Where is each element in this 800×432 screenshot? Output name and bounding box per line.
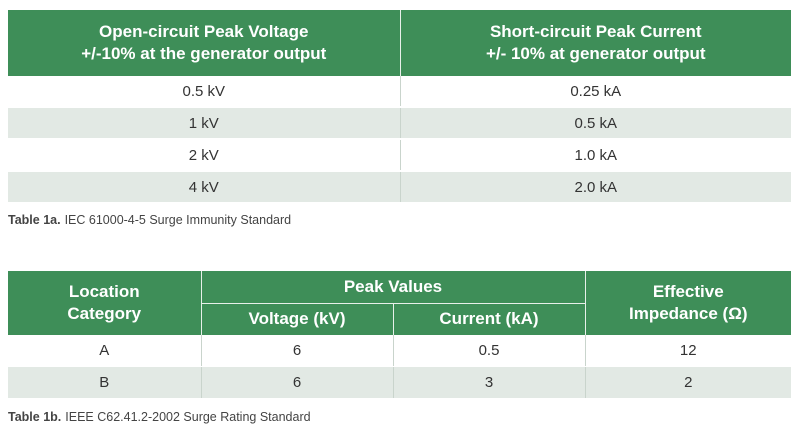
surge-immunity-table: Open-circuit Peak Voltage +/-10% at the … <box>8 10 791 204</box>
table-1b-caption: Table 1b. IEEE C62.41.2-2002 Surge Rating… <box>8 410 311 424</box>
voltage-cell: 6 <box>201 335 394 367</box>
current-cell: 0.5 <box>393 335 586 367</box>
header-open-circuit-voltage: Open-circuit Peak Voltage +/-10% at the … <box>8 10 401 76</box>
voltage-cell: 6 <box>201 366 394 398</box>
current-cell: 2.0 kA <box>400 171 791 204</box>
header-voltage: Voltage (kV) <box>201 303 394 335</box>
table-row: A 6 0.5 12 <box>8 335 791 367</box>
table-row: 0.5 kV 0.25 kA <box>8 76 791 108</box>
current-cell: 0.5 kA <box>400 107 791 140</box>
table-row: 2 kV 1.0 kA <box>8 139 791 172</box>
caption-label: Table 1b. <box>8 410 62 424</box>
caption-text: IEEE C62.41.2-2002 Surge Rating Standard <box>65 410 311 424</box>
table-header-row: Open-circuit Peak Voltage +/-10% at the … <box>8 10 791 76</box>
caption-text: IEC 61000-4-5 Surge Immunity Standard <box>64 213 292 227</box>
location-cell: B <box>8 366 202 398</box>
location-cell: A <box>8 335 202 367</box>
table-row: 1 kV 0.5 kA <box>8 107 791 140</box>
table-row: B 6 3 2 <box>8 366 791 398</box>
voltage-cell: 2 kV <box>8 139 401 172</box>
header-effective-impedance: Effective Impedance (Ω) <box>585 271 791 335</box>
voltage-cell: 1 kV <box>8 107 401 140</box>
header-location-category: Location Category <box>8 271 202 335</box>
caption-label: Table 1a. <box>8 213 61 227</box>
impedance-cell: 2 <box>585 366 791 398</box>
header-current: Current (kA) <box>393 303 586 335</box>
surge-rating-table: Location Category Peak Values Effective … <box>8 271 791 398</box>
header-short-circuit-current: Short-circuit Peak Current +/- 10% at ge… <box>400 10 791 76</box>
voltage-cell: 4 kV <box>8 171 401 204</box>
header-peak-values: Peak Values <box>201 271 586 304</box>
table-header-row: Location Category Peak Values Effective … <box>8 271 791 335</box>
table-row: 4 kV 2.0 kA <box>8 171 791 204</box>
current-cell: 0.25 kA <box>400 76 791 108</box>
table-subheader-row: Voltage (kV) Current (kA) <box>8 303 791 335</box>
current-cell: 3 <box>393 366 586 398</box>
table-1a-caption: Table 1a. IEC 61000-4-5 Surge Immunity St… <box>8 213 291 227</box>
impedance-cell: 12 <box>585 335 791 367</box>
voltage-cell: 0.5 kV <box>8 76 401 108</box>
current-cell: 1.0 kA <box>400 139 791 172</box>
